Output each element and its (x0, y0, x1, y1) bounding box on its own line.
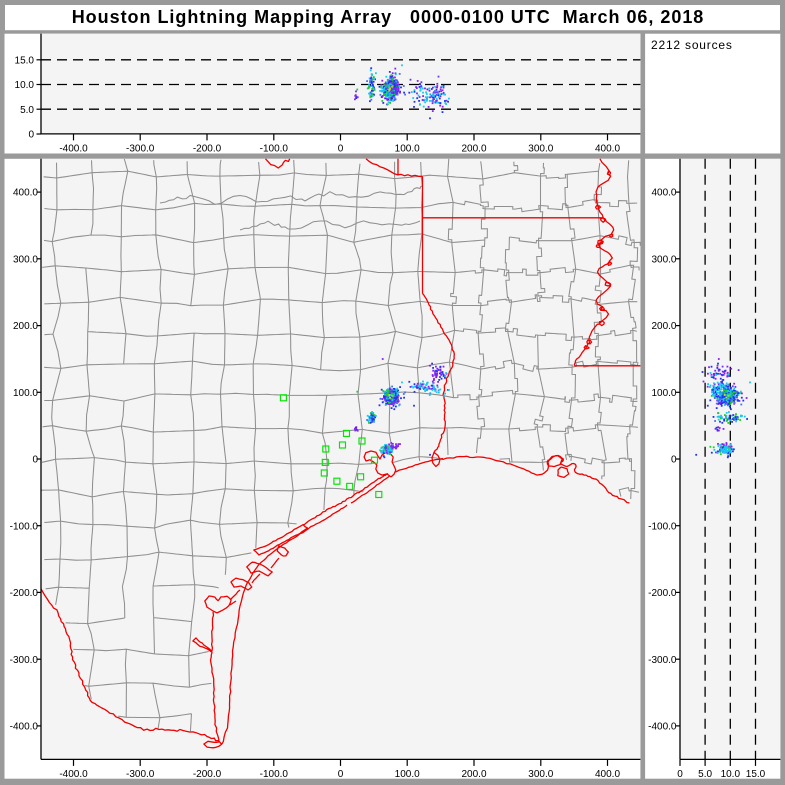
svg-text:2212 sources: 2212 sources (651, 38, 733, 52)
svg-text:5.0: 5.0 (698, 769, 712, 780)
svg-text:15.0: 15.0 (746, 769, 766, 780)
svg-text:400.0: 400.0 (595, 144, 620, 155)
svg-text:-300.0: -300.0 (648, 655, 677, 666)
svg-text:-400.0: -400.0 (10, 722, 39, 733)
svg-text:-100.0: -100.0 (648, 521, 677, 532)
svg-text:-400.0: -400.0 (648, 722, 677, 733)
svg-text:-200.0: -200.0 (193, 144, 222, 155)
svg-text:400.0: 400.0 (595, 769, 620, 780)
svg-text:100.0: 100.0 (13, 388, 38, 399)
svg-text:-200.0: -200.0 (10, 588, 39, 599)
svg-text:-300.0: -300.0 (126, 144, 155, 155)
svg-text:10.0: 10.0 (721, 769, 741, 780)
svg-text:200.0: 200.0 (461, 769, 486, 780)
svg-text:-200.0: -200.0 (648, 588, 677, 599)
svg-text:400.0: 400.0 (13, 188, 38, 199)
svg-text:0: 0 (671, 455, 677, 466)
svg-text:200.0: 200.0 (13, 321, 38, 332)
svg-text:10.0: 10.0 (15, 80, 35, 91)
svg-text:Houston Lightning Mapping Arra: Houston Lightning Mapping Array 0000-010… (72, 7, 705, 27)
svg-text:100.0: 100.0 (395, 144, 420, 155)
svg-text:-100.0: -100.0 (260, 144, 289, 155)
svg-text:-100.0: -100.0 (10, 521, 39, 532)
svg-text:300.0: 300.0 (528, 769, 553, 780)
svg-text:-100.0: -100.0 (260, 769, 289, 780)
svg-text:200.0: 200.0 (651, 321, 676, 332)
svg-text:-200.0: -200.0 (193, 769, 222, 780)
svg-text:5.0: 5.0 (20, 105, 34, 116)
svg-text:-400.0: -400.0 (59, 144, 88, 155)
svg-text:0: 0 (32, 455, 38, 466)
svg-text:200.0: 200.0 (461, 144, 486, 155)
svg-text:15.0: 15.0 (15, 55, 35, 66)
svg-text:-400.0: -400.0 (59, 769, 88, 780)
svg-text:100.0: 100.0 (651, 388, 676, 399)
svg-text:0: 0 (28, 130, 34, 141)
svg-text:0: 0 (338, 144, 344, 155)
svg-text:300.0: 300.0 (528, 144, 553, 155)
svg-text:-300.0: -300.0 (10, 655, 39, 666)
svg-text:0: 0 (338, 769, 344, 780)
svg-text:400.0: 400.0 (651, 188, 676, 199)
svg-text:-300.0: -300.0 (126, 769, 155, 780)
svg-text:300.0: 300.0 (13, 254, 38, 265)
svg-text:0: 0 (677, 769, 683, 780)
svg-text:300.0: 300.0 (651, 254, 676, 265)
svg-text:100.0: 100.0 (395, 769, 420, 780)
